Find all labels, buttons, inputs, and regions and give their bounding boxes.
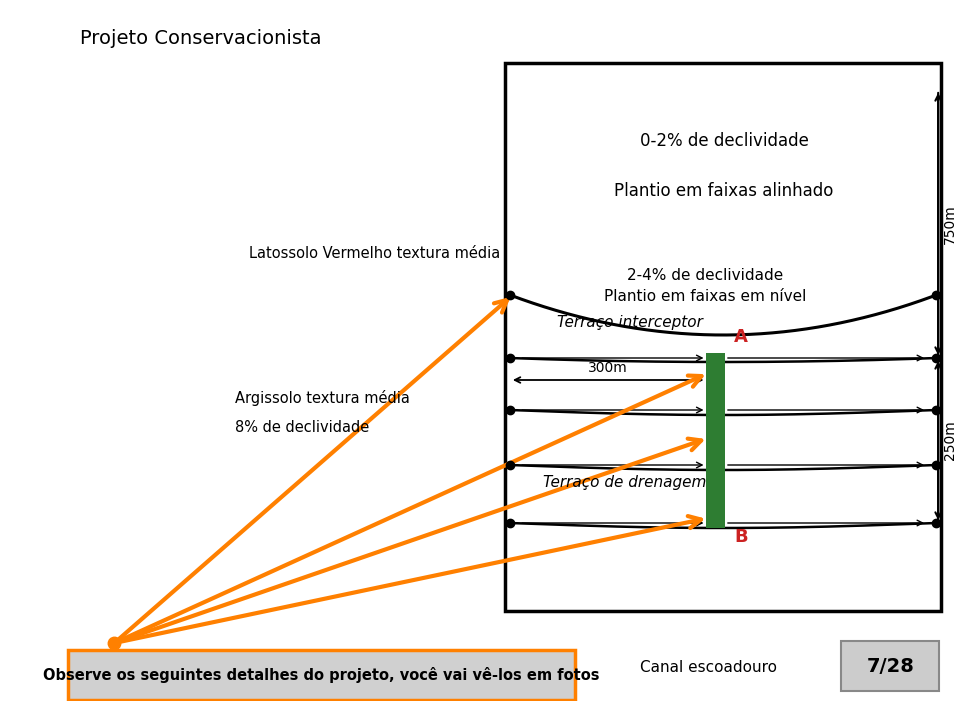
Text: 750m: 750m: [943, 204, 957, 244]
Text: A: A: [735, 328, 748, 346]
Text: Argissolo textura média: Argissolo textura média: [235, 390, 410, 406]
Text: Canal escoadouro: Canal escoadouro: [641, 660, 778, 676]
Text: B: B: [735, 528, 748, 546]
Text: Plantio em faixas alinhado: Plantio em faixas alinhado: [615, 182, 833, 200]
Text: Terraço de drenagem: Terraço de drenagem: [543, 475, 706, 490]
Text: 250m: 250m: [943, 421, 957, 461]
Text: 0-2% de declividade: 0-2% de declividade: [640, 132, 808, 150]
Text: Terraço interceptor: Terraço interceptor: [556, 315, 702, 330]
Text: 7/28: 7/28: [867, 657, 915, 676]
Bar: [841, 641, 939, 691]
Text: Latossolo Vermelho textura média: Latossolo Vermelho textura média: [249, 245, 501, 261]
Bar: [68, 650, 575, 700]
Bar: [707, 353, 725, 528]
Bar: [505, 63, 941, 611]
Text: Projeto Conservacionista: Projeto Conservacionista: [80, 29, 321, 48]
Text: Observe os seguintes detalhes do projeto, você vai vê-los em fotos: Observe os seguintes detalhes do projeto…: [43, 667, 599, 683]
Text: 2-4% de declividade
Plantio em faixas em nível: 2-4% de declividade Plantio em faixas em…: [604, 268, 807, 304]
Text: 300m: 300m: [588, 361, 628, 375]
Text: 8% de declividade: 8% de declividade: [235, 421, 369, 435]
